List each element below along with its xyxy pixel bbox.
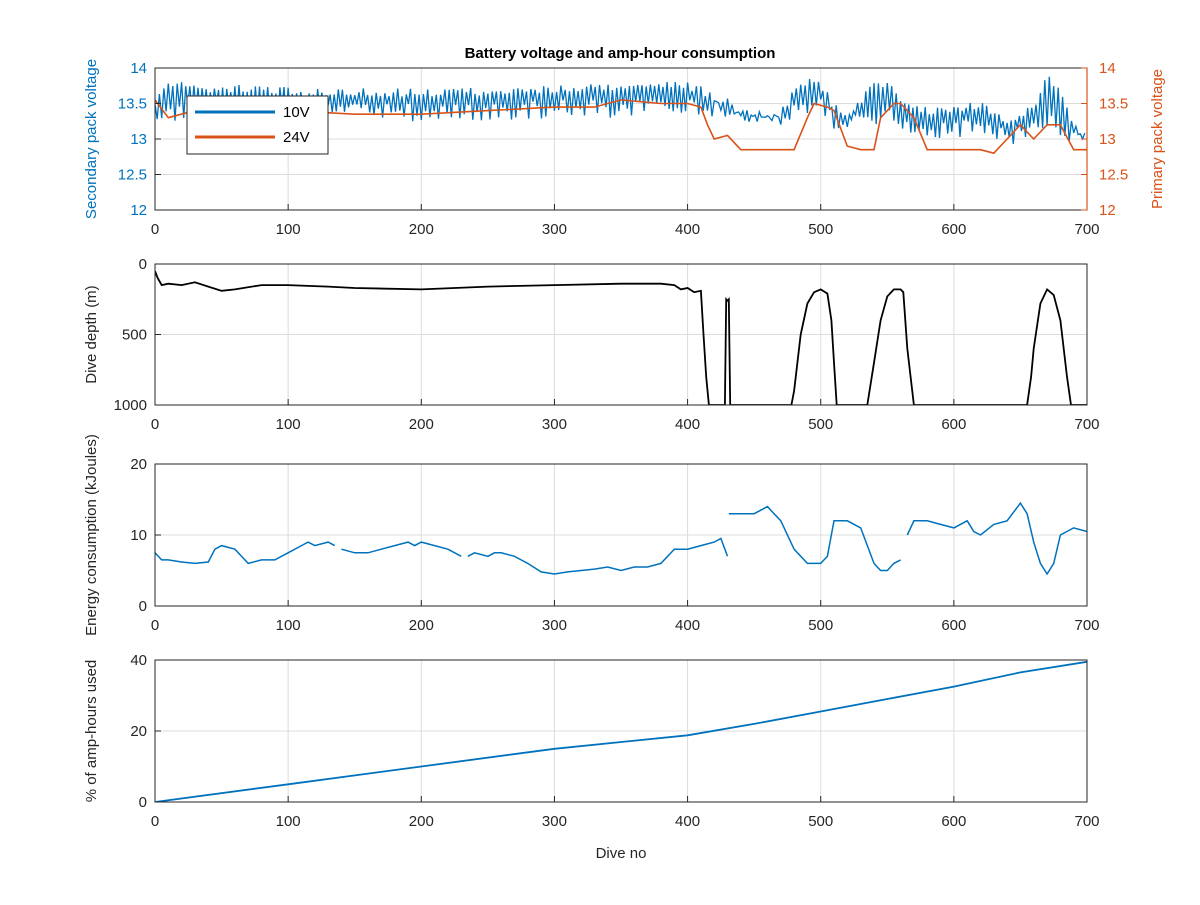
legend-box xyxy=(186,95,329,155)
energy-line-segment-5 xyxy=(906,501,1087,576)
plot-content xyxy=(155,270,1087,405)
x-tick-label: 100 xyxy=(276,813,301,830)
x-tick-label: 200 xyxy=(409,813,434,830)
energy-line-segment-3 xyxy=(467,537,729,575)
plot-content xyxy=(155,501,1087,576)
x-tick-label: 300 xyxy=(542,813,567,830)
energy-line-segment-4 xyxy=(728,505,901,572)
right-y-tick-label: 13 xyxy=(1099,131,1116,148)
y-tick-label: 40 xyxy=(130,652,147,669)
y-tick-label: 0 xyxy=(139,598,147,615)
x-tick-label: 200 xyxy=(409,617,434,634)
y-tick-label: 20 xyxy=(130,456,147,473)
y-axis-label: Secondary pack voltage xyxy=(83,59,100,219)
y-tick-label: 500 xyxy=(122,327,147,344)
y-axis-label: Dive depth (m) xyxy=(83,285,100,383)
y-tick-label: 0 xyxy=(139,256,147,273)
y-tick-label: 0 xyxy=(139,794,147,811)
y-tick-label: 13 xyxy=(130,131,147,148)
y-tick-label: 12.5 xyxy=(118,167,147,184)
x-tick-label: 0 xyxy=(151,617,159,634)
amp-hours-line xyxy=(155,660,1087,802)
x-tick-label: 500 xyxy=(808,221,833,238)
x-tick-label: 500 xyxy=(808,416,833,433)
y-tick-label: 1000 xyxy=(114,397,147,414)
subplot-2: 0 100 200 300 400 500 600 700 0 500 1000 Dive depth… xyxy=(83,256,1100,433)
subplot-1: 0 100 200 300 400 500 600 7001212.51313.5141212… xyxy=(83,59,1166,238)
x-tick-label: 400 xyxy=(675,813,700,830)
x-tick-label: 100 xyxy=(276,617,301,634)
y-tick-label: 20 xyxy=(130,723,147,740)
y-tick-label: 14 xyxy=(130,60,147,77)
x-tick-label: 600 xyxy=(941,813,966,830)
subplot-4: 0 100 200 300 400 500 600 700 0 20 40 % of amp-hour… xyxy=(83,652,1100,862)
x-tick-label: 300 xyxy=(542,617,567,634)
x-tick-label: 500 xyxy=(808,813,833,830)
right-y-axis-label: Primary pack voltage xyxy=(1149,69,1166,209)
x-tick-label: 500 xyxy=(808,617,833,634)
x-tick-label: 600 xyxy=(941,221,966,238)
right-y-tick-label: 14 xyxy=(1099,60,1116,77)
y-axis-label: Energy consumption (kJoules) xyxy=(83,434,100,636)
x-tick-label: 700 xyxy=(1074,617,1099,634)
energy-line-segment-2 xyxy=(341,541,462,557)
right-y-tick-label: 12 xyxy=(1099,202,1116,219)
x-tick-label: 200 xyxy=(409,416,434,433)
figure-title: Battery voltage and amp-hour consumption xyxy=(465,45,776,62)
x-tick-label: 300 xyxy=(542,416,567,433)
x-tick-label: 700 xyxy=(1074,221,1099,238)
x-axis-label: Dive no xyxy=(596,845,647,862)
y-axis-label: % of amp-hours used xyxy=(83,660,100,803)
y-tick-label: 10 xyxy=(130,527,147,544)
x-tick-label: 100 xyxy=(276,221,301,238)
x-tick-label: 300 xyxy=(542,221,567,238)
legend-label-10V: 10V xyxy=(283,104,310,121)
x-tick-label: 600 xyxy=(941,416,966,433)
y-tick-label: 12 xyxy=(130,202,147,219)
x-tick-label: 700 xyxy=(1074,813,1099,830)
series-24v-line xyxy=(155,99,1087,155)
x-tick-label: 0 xyxy=(151,813,159,830)
y-tick-label: 13.5 xyxy=(118,96,147,113)
right-y-tick-label: 13.5 xyxy=(1099,96,1128,113)
x-tick-label: 200 xyxy=(409,221,434,238)
x-tick-label: 0 xyxy=(151,416,159,433)
x-tick-label: 400 xyxy=(675,221,700,238)
x-tick-label: 0 xyxy=(151,221,159,238)
x-tick-label: 400 xyxy=(675,416,700,433)
x-tick-label: 700 xyxy=(1074,416,1099,433)
x-tick-label: 400 xyxy=(675,617,700,634)
right-y-tick-label: 12.5 xyxy=(1099,167,1128,184)
x-tick-label: 100 xyxy=(276,416,301,433)
x-tick-label: 600 xyxy=(941,617,966,634)
dive-depth-line xyxy=(155,270,1087,405)
subplot-3: 0 100 200 300 400 500 600 700 0 10 20 Energy consum… xyxy=(83,434,1100,636)
plot-content xyxy=(155,660,1087,802)
legend-label-24V: 24V xyxy=(283,129,310,146)
energy-line-segment-1 xyxy=(155,541,336,565)
